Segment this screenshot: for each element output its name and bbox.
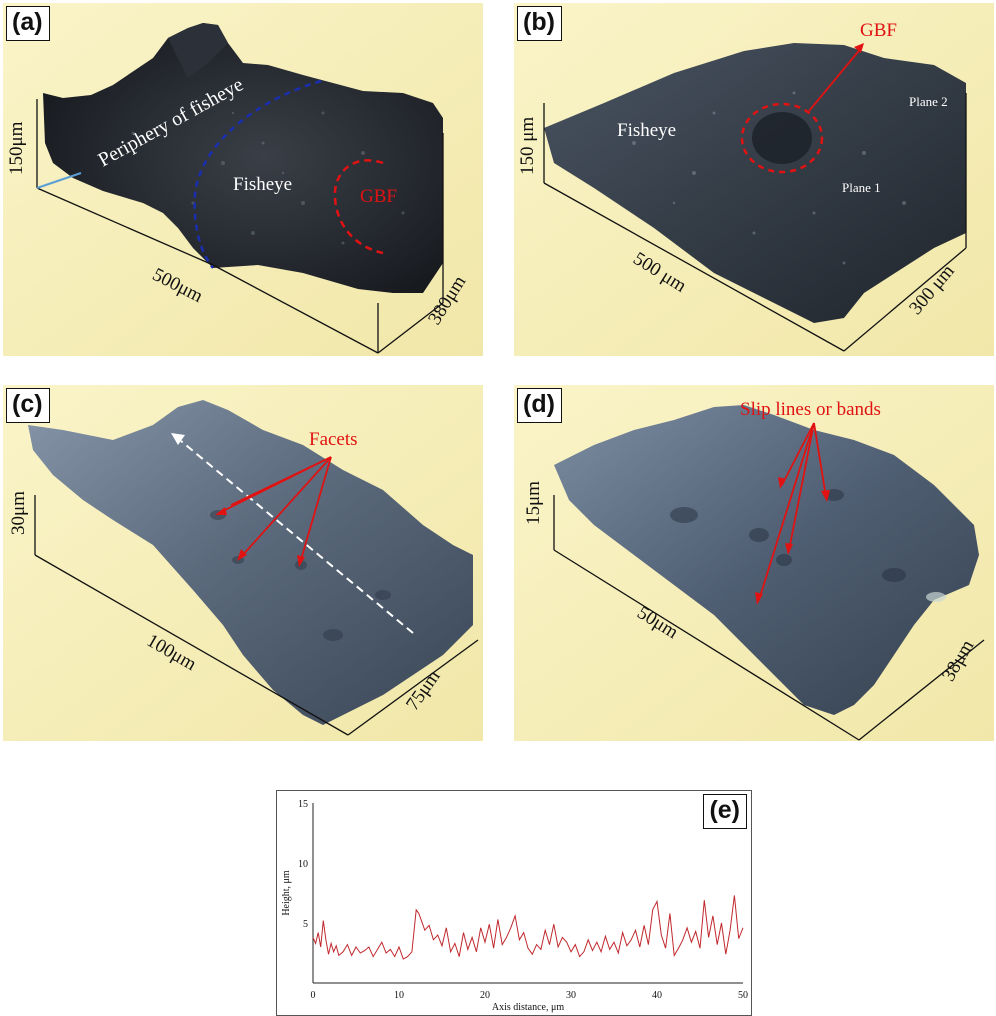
height-profile-chart: 0 10 20 30 40 50 5 10 15 Axis distance, μm Height,… xyxy=(281,799,748,1013)
panel-c-tag: (c) xyxy=(6,388,50,423)
panel-c: (c) Facets 30μm 100μm 75μm xyxy=(3,385,483,741)
panel-b: (b) Fisheye GBF Plane 1 Plane 2 150 μm 5… xyxy=(514,3,994,356)
x-tick-label: 10 xyxy=(394,990,404,1001)
fracture-surface-b xyxy=(544,43,966,323)
fracture-surface-c xyxy=(28,400,473,725)
fracture-surface-d xyxy=(554,405,979,715)
y-axis-title: Height, μm xyxy=(281,870,292,916)
panel-b-tag: (b) xyxy=(517,6,562,41)
z-axis-label-b: 150 μm xyxy=(517,116,538,175)
gbf-circle-a xyxy=(333,159,384,255)
plane2-label: Plane 2 xyxy=(909,94,948,109)
x-tick-label: 20 xyxy=(480,990,490,1001)
panel-a-tag: (a) xyxy=(6,6,50,41)
profile-series-line xyxy=(312,895,744,960)
y-tick-label: 15 xyxy=(298,799,308,810)
panel-d: (d) Slip lines or bands 15μm 50μm 38μm xyxy=(514,385,994,741)
fisheye-label-a: Fisheye xyxy=(233,174,293,195)
gbf-circle-b xyxy=(740,102,824,174)
gbf-label-b: GBF xyxy=(860,20,897,41)
x-axis-title: Axis distance, μm xyxy=(492,1002,565,1013)
slip-lines-label: Slip lines or bands xyxy=(740,399,881,420)
z-axis-label-d: 15μm xyxy=(523,481,544,525)
panel-c-surface xyxy=(3,385,483,741)
x-tick-label: 40 xyxy=(652,990,662,1001)
fisheye-label-b: Fisheye xyxy=(617,120,677,141)
periphery-boundary xyxy=(193,79,322,269)
x-tick-label: 30 xyxy=(566,990,576,1001)
x-tick-label: 50 xyxy=(738,990,748,1001)
x-tick-label: 0 xyxy=(311,990,316,1001)
panel-a: (a) Periphery of fisheye Fisheye GBF 150… xyxy=(3,3,483,356)
facets-label: Facets xyxy=(309,429,358,450)
panel-a-surface xyxy=(3,3,483,356)
panel-e: (e) 0 10 20 30 40 50 5 10 15 Axis distance, μm Hei… xyxy=(276,790,752,1016)
plane1-label: Plane 1 xyxy=(842,180,881,195)
y-tick-label: 5 xyxy=(303,919,308,930)
gbf-label-a: GBF xyxy=(360,186,397,207)
z-axis-label-a: 150μm xyxy=(6,121,27,175)
panel-e-tag: (e) xyxy=(703,794,747,829)
scan-direction-arrow xyxy=(180,440,414,634)
panel-d-tag: (d) xyxy=(517,388,562,423)
y-tick-label: 10 xyxy=(298,859,308,870)
panel-d-surface xyxy=(514,385,994,741)
panel-b-surface xyxy=(514,3,994,356)
z-axis-label-c: 30μm xyxy=(8,491,29,535)
